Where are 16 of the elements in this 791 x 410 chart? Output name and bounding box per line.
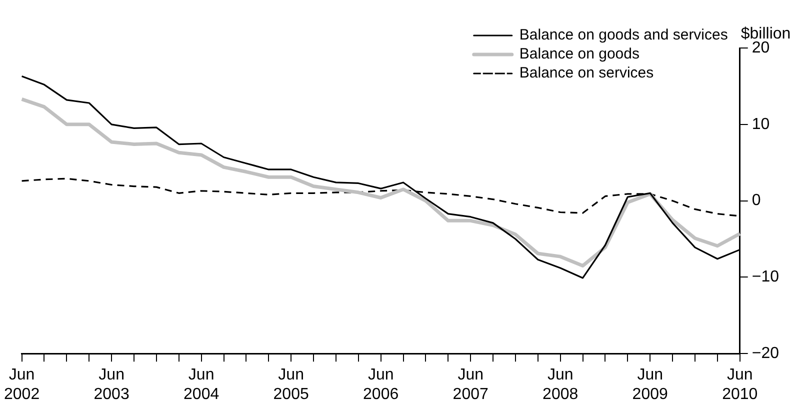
legend-label: Balance on goods and services bbox=[519, 26, 728, 44]
x-tick-label: Jun 2005 bbox=[273, 366, 309, 403]
x-tick-label: Jun 2002 bbox=[4, 366, 40, 403]
y-tick-label: 0 bbox=[752, 192, 761, 210]
x-tick-label: Jun 2008 bbox=[542, 366, 578, 403]
x-tick-label: Jun 2003 bbox=[94, 366, 130, 403]
legend-label: Balance on services bbox=[519, 64, 654, 82]
y-tick-label: −10 bbox=[752, 268, 780, 286]
legend-label: Balance on goods bbox=[519, 46, 640, 63]
y-tick-label: −20 bbox=[752, 345, 780, 362]
x-tick-label: Jun 2009 bbox=[632, 366, 668, 403]
x-tick-label: Jun 2010 bbox=[722, 366, 758, 403]
x-tick-label: Jun 2007 bbox=[452, 366, 488, 403]
y-tick-label: 10 bbox=[752, 116, 770, 133]
x-tick-label: Jun 2006 bbox=[363, 366, 399, 403]
x-tick-label: Jun 2004 bbox=[184, 366, 220, 403]
